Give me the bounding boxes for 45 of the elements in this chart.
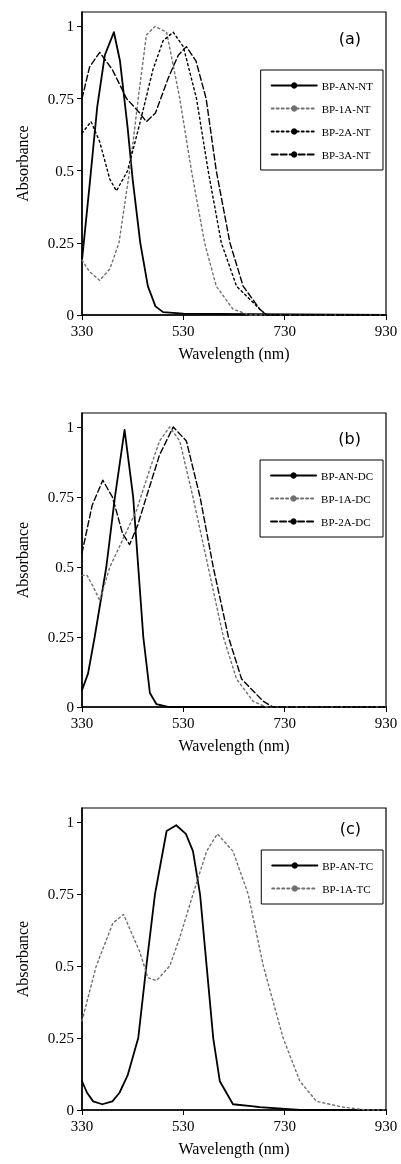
y-tick-label: 0 xyxy=(66,699,74,715)
y-tick-label: 0.75 xyxy=(47,489,74,505)
y-tick-label: 1 xyxy=(66,18,74,35)
legend-label: BP-1A-NT xyxy=(321,102,371,115)
x-tick-label: 930 xyxy=(374,714,398,731)
legend-label: BP-3A-NT xyxy=(321,148,371,161)
y-tick-label: 0.25 xyxy=(47,629,74,645)
x-tick-label: 330 xyxy=(70,1117,94,1134)
legend-label: BP-1A-TC xyxy=(322,882,371,895)
y-tick-label: 0.5 xyxy=(55,559,74,575)
y-axis-title: Absorbance xyxy=(13,920,31,998)
y-tick-label: 0.5 xyxy=(55,162,74,179)
x-tick-label: 930 xyxy=(374,1117,398,1134)
legend-label: BP-2A-NT xyxy=(321,125,371,138)
annotation: (b) xyxy=(338,428,361,448)
x-axis-title: Wavelength (nm) xyxy=(178,736,290,755)
x-tick-label: 530 xyxy=(172,322,195,339)
y-tick-label: 0.25 xyxy=(47,234,74,251)
x-tick-label: 930 xyxy=(374,322,398,339)
y-tick-label: 0 xyxy=(66,1102,74,1118)
y-tick-label: 0.25 xyxy=(47,1030,74,1047)
legend-label: BP-AN-DC xyxy=(321,469,373,482)
y-tick-label: 0.75 xyxy=(47,90,74,107)
annotation: (a) xyxy=(338,28,362,48)
y-tick-label: 0.75 xyxy=(47,886,74,903)
y-axis-title: Absorbance xyxy=(13,125,31,202)
x-tick-label: 330 xyxy=(70,714,94,731)
y-tick-label: 0 xyxy=(66,307,74,323)
x-tick-label: 730 xyxy=(273,714,296,731)
x-tick-label: 530 xyxy=(172,714,195,731)
x-tick-label: 330 xyxy=(70,322,94,339)
legend-label: BP-2A-DC xyxy=(321,515,371,528)
x-tick-label: 730 xyxy=(273,1117,296,1134)
y-axis-title: Absorbance xyxy=(13,521,31,599)
y-tick-label: 1 xyxy=(66,419,74,435)
y-tick-label: 0.5 xyxy=(55,958,74,975)
x-tick-label: 530 xyxy=(172,1117,195,1134)
x-axis-title: Wavelength (nm) xyxy=(178,344,290,363)
y-tick-label: 1 xyxy=(66,814,74,831)
legend-label: BP-AN-NT xyxy=(321,79,374,92)
legend-label: BP-AN-TC xyxy=(322,859,374,872)
legend-label: BP-1A-DC xyxy=(321,492,371,505)
x-tick-label: 730 xyxy=(273,322,296,339)
x-axis-title: Wavelength (nm) xyxy=(178,1139,290,1158)
annotation: (c) xyxy=(339,818,361,838)
